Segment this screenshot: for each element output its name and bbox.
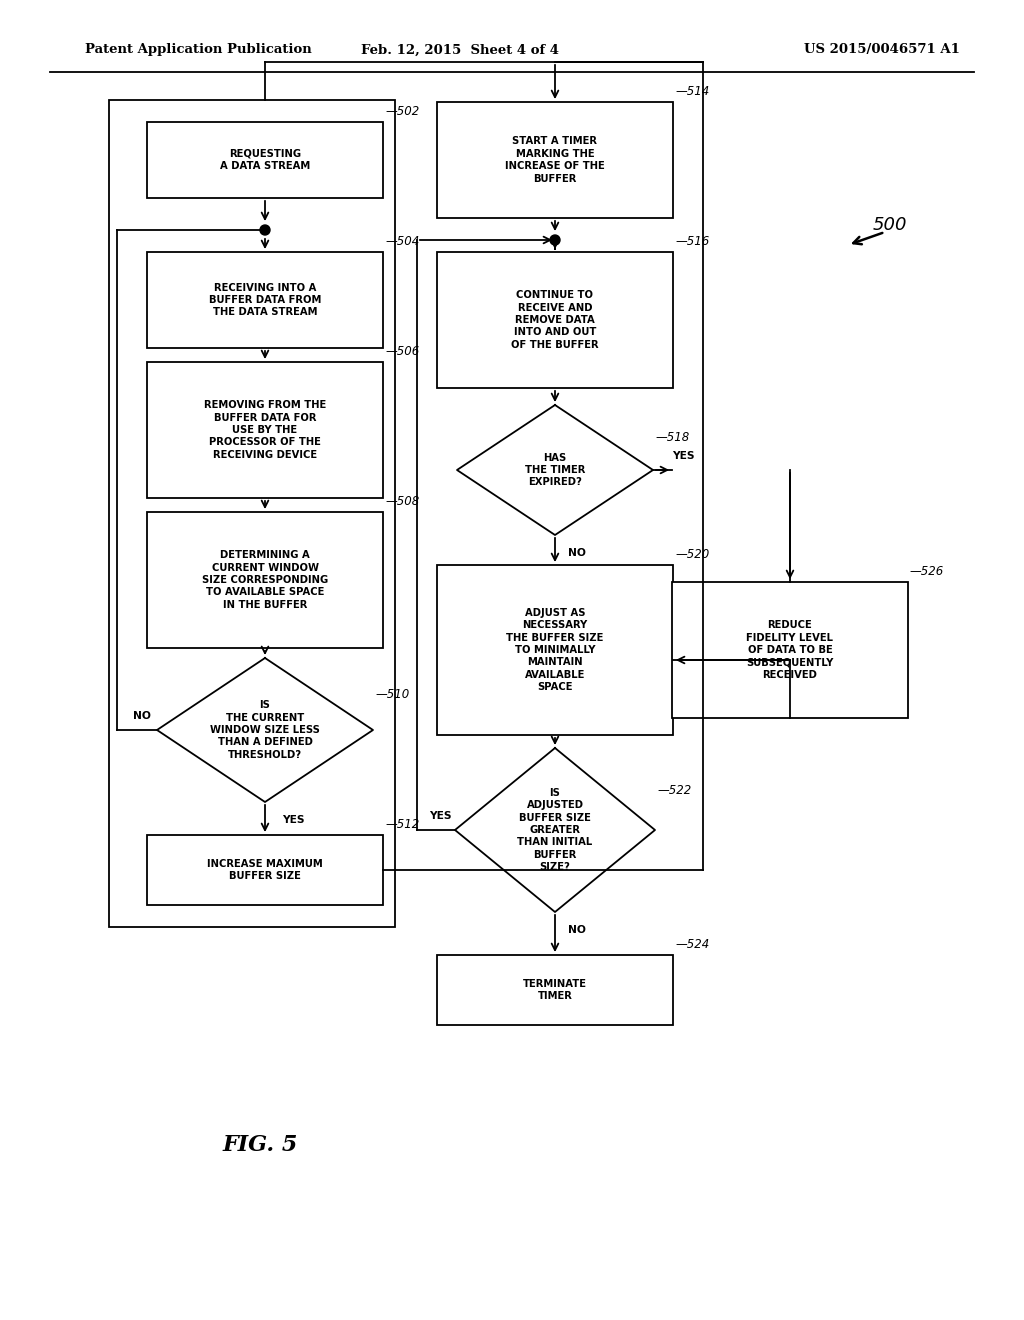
Text: FIG. 5: FIG. 5 (222, 1134, 298, 1156)
Text: NO: NO (568, 548, 586, 558)
Polygon shape (455, 748, 655, 912)
Text: —514: —514 (675, 84, 710, 98)
Text: INCREASE MAXIMUM
BUFFER SIZE: INCREASE MAXIMUM BUFFER SIZE (207, 859, 323, 882)
Text: —524: —524 (675, 939, 710, 950)
Text: YES: YES (429, 810, 452, 821)
Polygon shape (457, 405, 653, 535)
Text: —520: —520 (675, 548, 710, 561)
Text: DETERMINING A
CURRENT WINDOW
SIZE CORRESPONDING
TO AVAILABLE SPACE
IN THE BUFFER: DETERMINING A CURRENT WINDOW SIZE CORRES… (202, 550, 328, 610)
Text: US 2015/0046571 A1: US 2015/0046571 A1 (804, 44, 961, 57)
FancyBboxPatch shape (437, 102, 673, 218)
Text: 500: 500 (872, 216, 907, 234)
Circle shape (260, 224, 270, 235)
Text: NO: NO (133, 711, 151, 721)
Text: REDUCE
FIDELITY LEVEL
OF DATA TO BE
SUBSEQUENTLY
RECEIVED: REDUCE FIDELITY LEVEL OF DATA TO BE SUBS… (746, 620, 834, 680)
Text: START A TIMER
MARKING THE
INCREASE OF THE
BUFFER: START A TIMER MARKING THE INCREASE OF TH… (505, 136, 605, 183)
FancyBboxPatch shape (147, 121, 383, 198)
Text: ADJUST AS
NECESSARY
THE BUFFER SIZE
TO MINIMALLY
MAINTAIN
AVAILABLE
SPACE: ADJUST AS NECESSARY THE BUFFER SIZE TO M… (506, 607, 604, 692)
Text: —508: —508 (385, 495, 419, 508)
FancyBboxPatch shape (437, 252, 673, 388)
Text: —518: —518 (655, 432, 689, 444)
Text: REMOVING FROM THE
BUFFER DATA FOR
USE BY THE
PROCESSOR OF THE
RECEIVING DEVICE: REMOVING FROM THE BUFFER DATA FOR USE BY… (204, 400, 326, 459)
Polygon shape (157, 657, 373, 803)
FancyBboxPatch shape (672, 582, 908, 718)
Text: IS
THE CURRENT
WINDOW SIZE LESS
THAN A DEFINED
THRESHOLD?: IS THE CURRENT WINDOW SIZE LESS THAN A D… (210, 700, 319, 760)
FancyBboxPatch shape (437, 954, 673, 1026)
FancyBboxPatch shape (147, 512, 383, 648)
Text: TERMINATE
TIMER: TERMINATE TIMER (523, 979, 587, 1001)
Text: IS
ADJUSTED
BUFFER SIZE
GREATER
THAN INITIAL
BUFFER
SIZE?: IS ADJUSTED BUFFER SIZE GREATER THAN INI… (517, 788, 593, 873)
Text: RECEIVING INTO A
BUFFER DATA FROM
THE DATA STREAM: RECEIVING INTO A BUFFER DATA FROM THE DA… (209, 282, 322, 317)
Text: —506: —506 (385, 345, 419, 358)
Text: —512: —512 (385, 818, 419, 832)
Text: Feb. 12, 2015  Sheet 4 of 4: Feb. 12, 2015 Sheet 4 of 4 (361, 44, 559, 57)
FancyBboxPatch shape (147, 836, 383, 906)
Text: —522: —522 (657, 784, 691, 797)
FancyBboxPatch shape (147, 252, 383, 348)
Text: NO: NO (568, 925, 586, 935)
Text: HAS
THE TIMER
EXPIRED?: HAS THE TIMER EXPIRED? (525, 453, 585, 487)
Text: CONTINUE TO
RECEIVE AND
REMOVE DATA
INTO AND OUT
OF THE BUFFER: CONTINUE TO RECEIVE AND REMOVE DATA INTO… (511, 290, 599, 350)
Text: YES: YES (672, 451, 694, 461)
Text: —516: —516 (675, 235, 710, 248)
FancyBboxPatch shape (437, 565, 673, 735)
Text: —504: —504 (385, 235, 419, 248)
Text: Patent Application Publication: Patent Application Publication (85, 44, 311, 57)
FancyBboxPatch shape (147, 362, 383, 498)
Text: REQUESTING
A DATA STREAM: REQUESTING A DATA STREAM (220, 149, 310, 172)
Text: —526: —526 (910, 565, 944, 578)
Text: YES: YES (282, 814, 304, 825)
Circle shape (550, 235, 560, 246)
Text: —510: —510 (375, 688, 410, 701)
Text: —502: —502 (385, 106, 419, 117)
